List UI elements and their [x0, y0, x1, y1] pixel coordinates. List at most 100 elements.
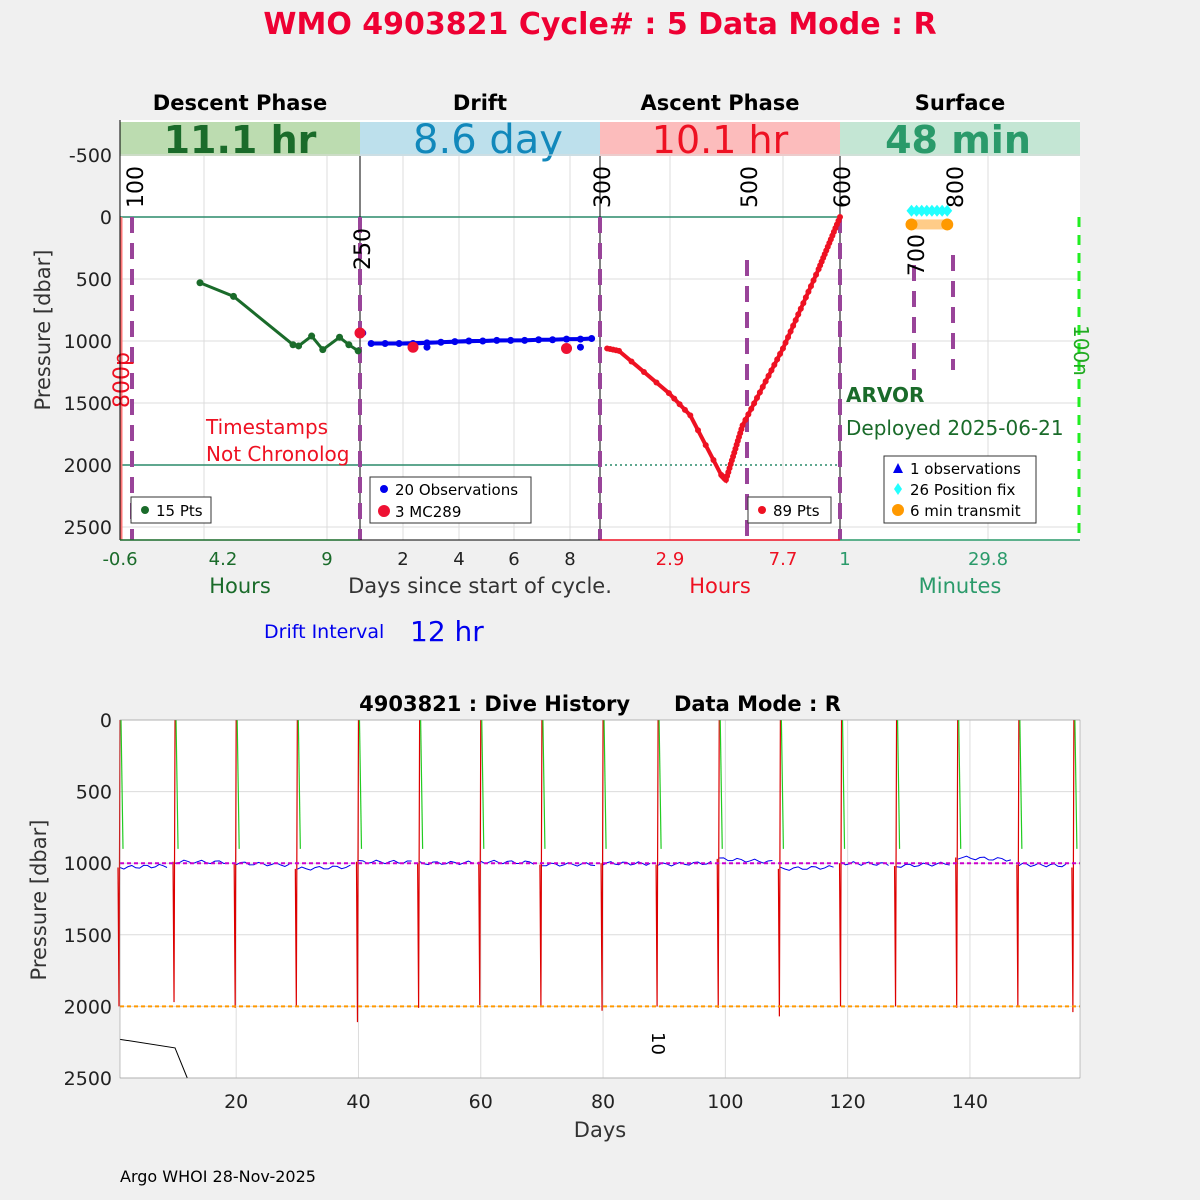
dive-ascent-spike [655, 719, 659, 1007]
dive-ytick: 2000 [64, 996, 112, 1018]
dive-ascent-spike [777, 719, 781, 1017]
position-fix-point [921, 204, 932, 217]
dive-descent-spike [958, 719, 962, 849]
position-fix-point [906, 204, 917, 217]
ascent-point [742, 416, 749, 423]
ascent-point [751, 400, 758, 407]
dive-y-label: Pressure [dbar] [27, 820, 51, 981]
dive-history-panel: 4903821 : Dive History Data Mode : R 10 … [27, 692, 1081, 1142]
surface-series [905, 204, 954, 231]
ascent-point [739, 422, 746, 429]
legend-drift-mc-label: 3 MC289 [395, 503, 461, 521]
transmit-bar [911, 219, 948, 230]
dive-ytick: 2500 [64, 1068, 112, 1090]
annotation-700: 700 [905, 234, 930, 276]
legend-ascent: 89 Pts [747, 496, 832, 524]
xtick-surface: 1 [839, 549, 850, 570]
dive-descent-spike [420, 719, 424, 849]
dive-descent-spike [841, 719, 846, 849]
xlabel-descent: Hours [209, 574, 271, 598]
dive-drift-segment [119, 863, 168, 870]
annotation-800p: 800p [110, 352, 135, 408]
ascent-point [616, 347, 623, 354]
legend-descent: 15 Pts [130, 496, 212, 524]
dive-xtick: 40 [346, 1091, 370, 1113]
dive-drift-segment [957, 855, 1011, 862]
duration-bar-descent [120, 122, 360, 156]
ascent-point [702, 442, 709, 449]
cycle-panel: Descent Phase Drift Ascent Phase Surface… [31, 91, 1093, 648]
ascent-point [792, 317, 799, 324]
drift-observation [437, 338, 445, 346]
legend-descent-marker [141, 506, 149, 514]
ascent-point [745, 411, 752, 418]
drift-observation [507, 336, 515, 344]
dive-ascent-spike [838, 719, 843, 1007]
position-fix-point [942, 204, 953, 217]
legend-surface-pos-marker [894, 483, 902, 495]
dive-ascent-spike [117, 719, 121, 1007]
legend-ascent-marker [758, 506, 766, 514]
timestamps-note-line1: Timestamps [205, 415, 328, 439]
ascent-point [768, 367, 775, 374]
dive-xtick: 80 [591, 1091, 615, 1113]
annotation-800: 800 [944, 166, 969, 208]
dive-y-ticks: 0 500 1000 1500 2000 2500 [64, 710, 112, 1090]
annotation-300: 300 [591, 166, 616, 208]
dive-ascent-spike [1071, 719, 1075, 1013]
ascent-point [800, 300, 807, 307]
ytick: 500 [76, 269, 112, 291]
ascent-point [695, 427, 702, 434]
ascent-point [771, 361, 778, 368]
xtick-descent: 4.2 [209, 549, 238, 570]
dive-xtick: 60 [469, 1091, 493, 1113]
ascent-point [782, 339, 789, 346]
dive-ascent-spike [478, 719, 482, 1005]
dive-descent-spike [481, 719, 485, 849]
drift-observation [367, 339, 375, 347]
dive-drift-segment [780, 865, 834, 871]
ascent-point [837, 214, 843, 220]
annotation-100: 100 [124, 166, 149, 208]
dive-descent-spike [120, 719, 124, 849]
ascent-point [640, 369, 647, 375]
position-fix-point [926, 204, 937, 217]
ascent-point [681, 406, 688, 413]
figure-title: WMO 4903821 Cycle# : 5 Data Mode : R [263, 7, 936, 42]
drift-observation [535, 336, 543, 344]
dive-descent-spike [1019, 719, 1023, 849]
descent-point [319, 346, 327, 354]
cycle-number-label: 10 [647, 1032, 668, 1055]
xlabel-ascent: Hours [689, 574, 751, 598]
dive-ascent-spike [955, 719, 959, 1008]
duration-bar-surface [840, 122, 1080, 156]
ascent-series [604, 214, 843, 484]
dive-descent-spike [896, 719, 901, 849]
dive-xtick: 20 [224, 1091, 248, 1113]
dive-descent-spike [719, 719, 723, 849]
drift-observation [493, 336, 501, 344]
dive-xtick: 120 [830, 1091, 866, 1113]
drift-observation [576, 343, 584, 351]
xlabel-drift: Days since start of cycle. [348, 574, 612, 598]
phase-title-ascent: Ascent Phase [641, 91, 800, 115]
descent-point [336, 333, 344, 341]
phase-title-surface: Surface [915, 91, 1005, 115]
legend-ascent-label: 89 Pts [773, 502, 820, 520]
dive-descent-spike [297, 719, 301, 849]
ascent-point [759, 383, 766, 390]
descent-point [196, 279, 204, 287]
dive-drift-segment [297, 864, 351, 871]
xlabel-surface: Minutes [919, 574, 1002, 598]
ascent-point [807, 283, 814, 290]
ytick: 1500 [64, 393, 112, 415]
deployed-date: Deployed 2025-06-21 [846, 416, 1064, 440]
phase-title-drift: Drift [453, 91, 507, 115]
legend-surface: 1 observations 26 Position fix 6 min tra… [883, 455, 1037, 524]
dive-drift-segment [174, 859, 229, 865]
ascent-point [748, 405, 755, 412]
annotation-600: 600 [831, 166, 856, 208]
dive-ascent-spike [716, 719, 720, 1008]
drift-observation [521, 336, 529, 344]
descent-point [295, 342, 303, 350]
